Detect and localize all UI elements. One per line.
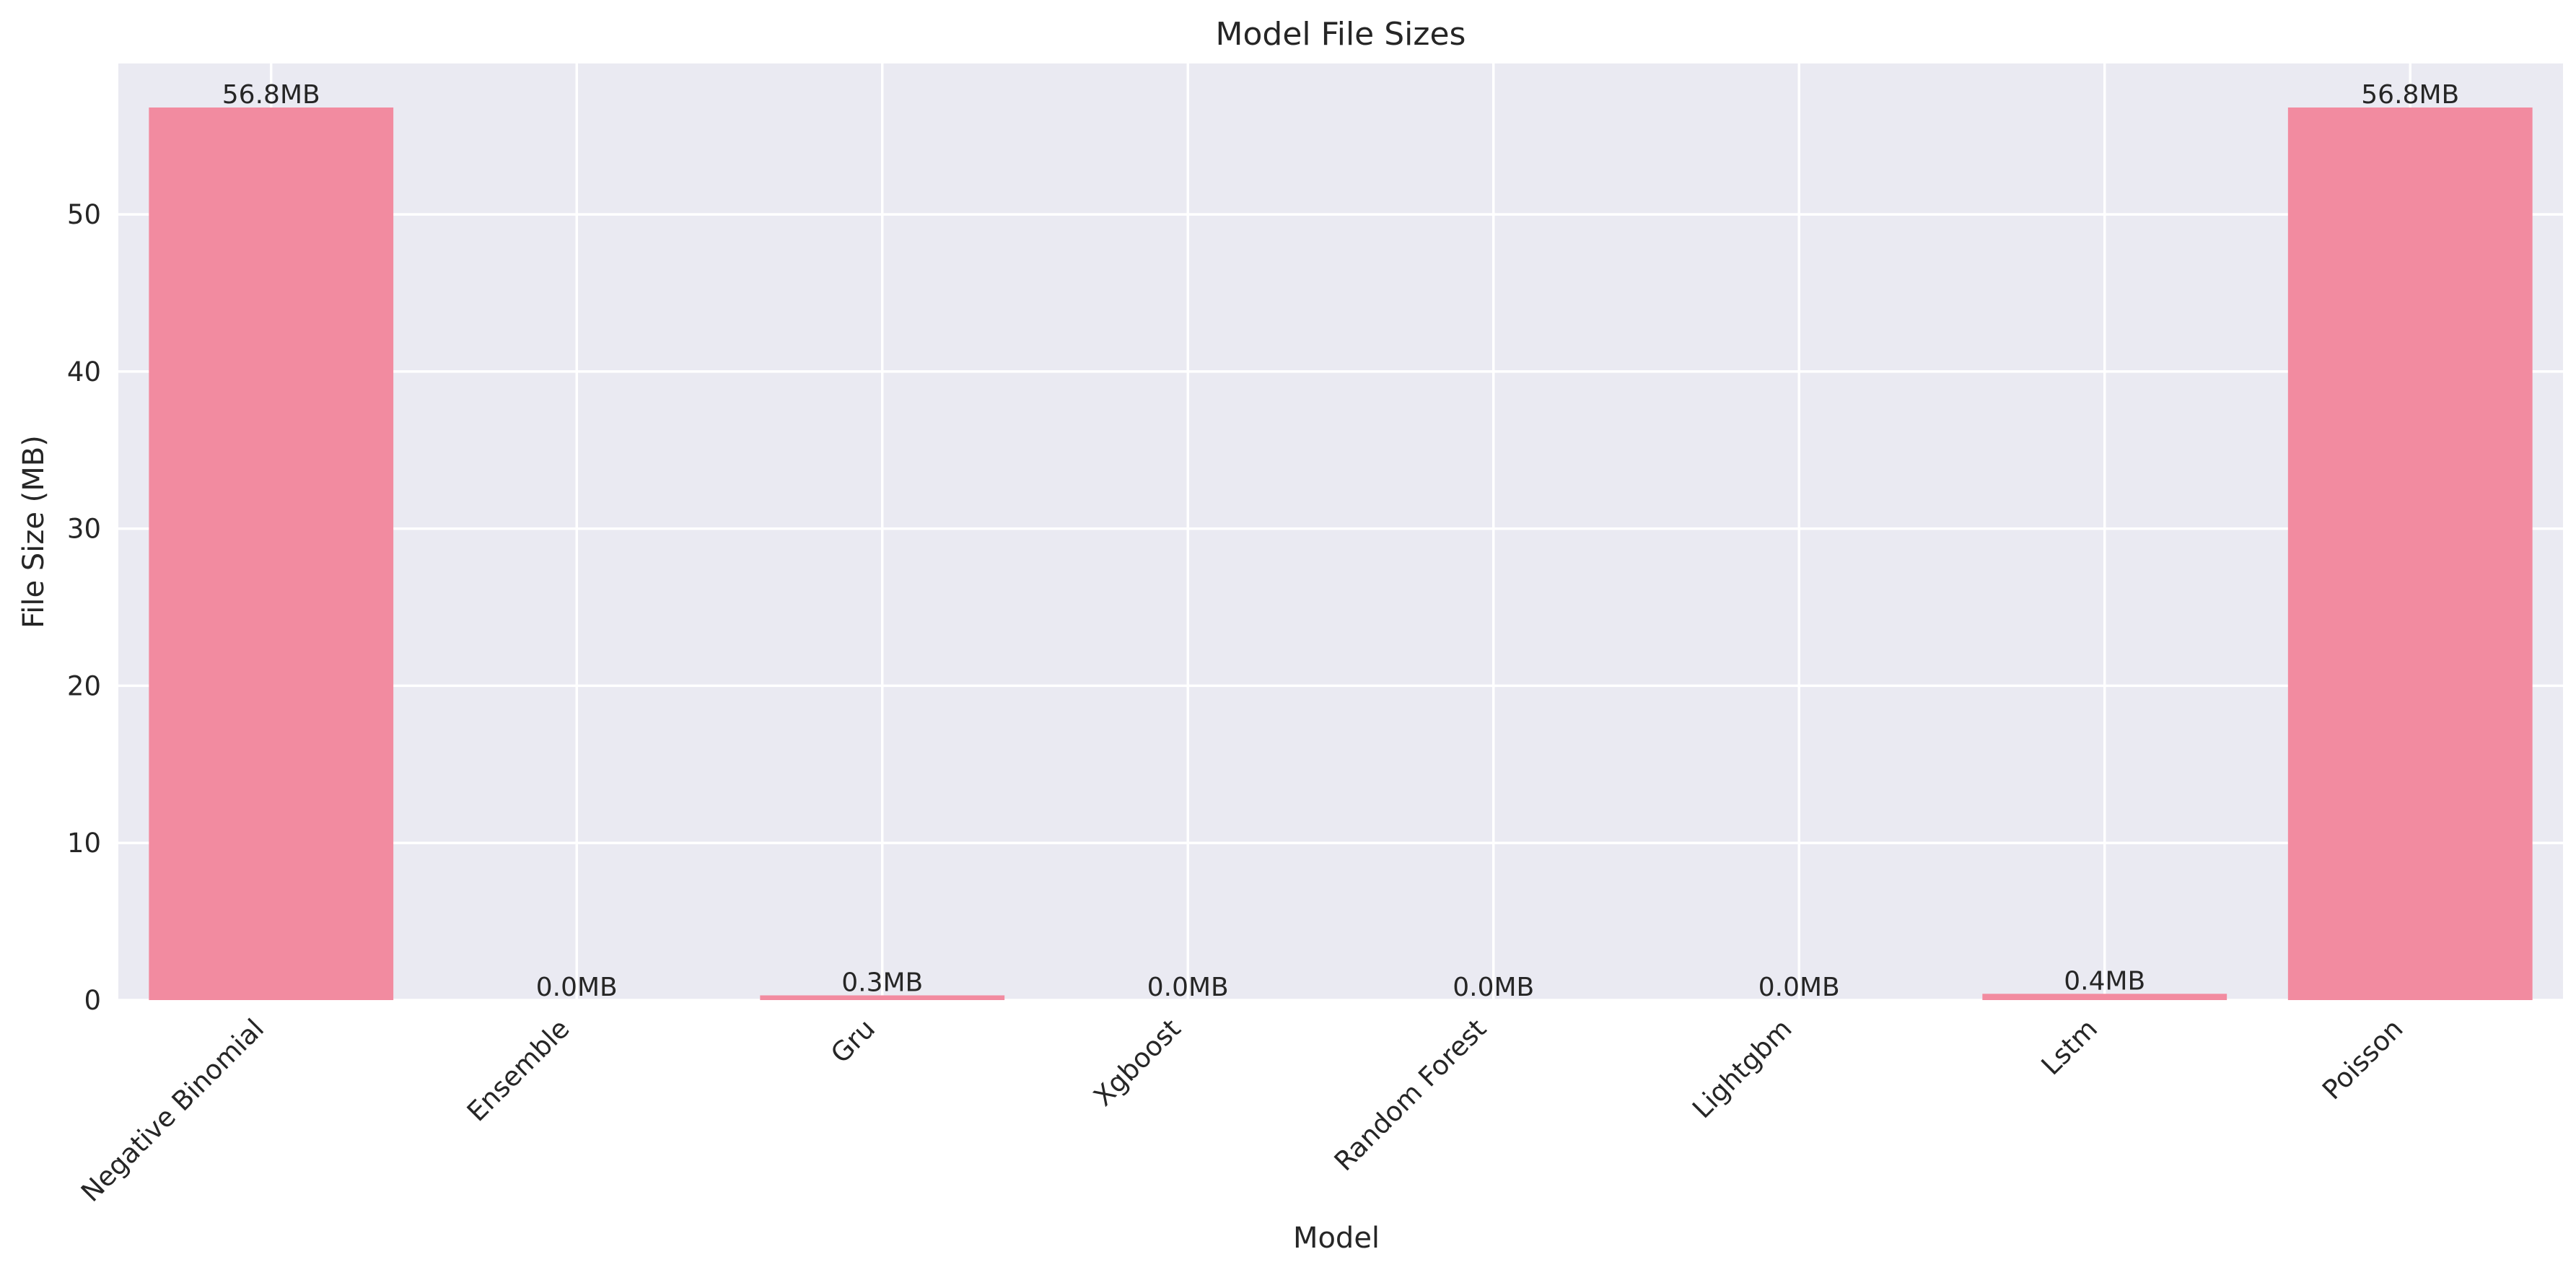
y-tick-label: 20 — [67, 670, 101, 701]
x-tick-label: Lightgbm — [1686, 1013, 1797, 1124]
x-tick-label: Gru — [825, 1013, 881, 1069]
bar-value-label: 56.8MB — [2361, 80, 2459, 110]
y-tick-label: 40 — [67, 356, 101, 387]
plot-area — [118, 63, 2563, 1000]
bar-value-label: 0.0MB — [1147, 973, 1229, 1002]
chart-title: Model File Sizes — [1216, 16, 1466, 53]
y-tick-label: 50 — [67, 199, 101, 230]
bar-value-label: 0.0MB — [536, 973, 618, 1002]
bar — [149, 107, 394, 1000]
x-axis-ticks: Negative Binomial Ensemble Gru Xgboost Rando… — [75, 1013, 2409, 1208]
x-tick-label: Random Forest — [1328, 1013, 1492, 1177]
y-tick-label: 0 — [84, 985, 101, 1016]
x-tick-label: Lstm — [2036, 1013, 2103, 1081]
x-tick-label: Ensemble — [461, 1013, 576, 1128]
y-tick-label: 30 — [67, 514, 101, 545]
bar-value-labels: 56.8MB 0.0MB 0.3MB 0.0MB 0.0MB 0.0MB 0.4MB 56.8… — [222, 80, 2459, 1002]
bars — [149, 107, 2533, 1000]
bar — [760, 995, 1005, 1000]
x-tick-label: Xgboost — [1087, 1013, 1186, 1112]
bar-value-label: 0.0MB — [1453, 973, 1534, 1002]
x-axis-label: Model — [1293, 1222, 1380, 1255]
y-tick-label: 10 — [67, 828, 101, 859]
bar-value-label: 56.8MB — [222, 80, 320, 110]
x-tick-label: Negative Binomial — [75, 1013, 270, 1208]
bar-value-label: 0.3MB — [841, 968, 923, 997]
bar — [1982, 994, 2227, 1000]
x-tick-label: Poisson — [2316, 1013, 2409, 1105]
y-axis-label: File Size (MB) — [17, 435, 51, 628]
bar — [2287, 107, 2533, 1000]
bar-value-label: 0.4MB — [2064, 966, 2145, 996]
y-axis-ticks: 0 10 20 30 40 50 — [67, 199, 101, 1016]
bar-value-label: 0.0MB — [1758, 973, 1840, 1002]
